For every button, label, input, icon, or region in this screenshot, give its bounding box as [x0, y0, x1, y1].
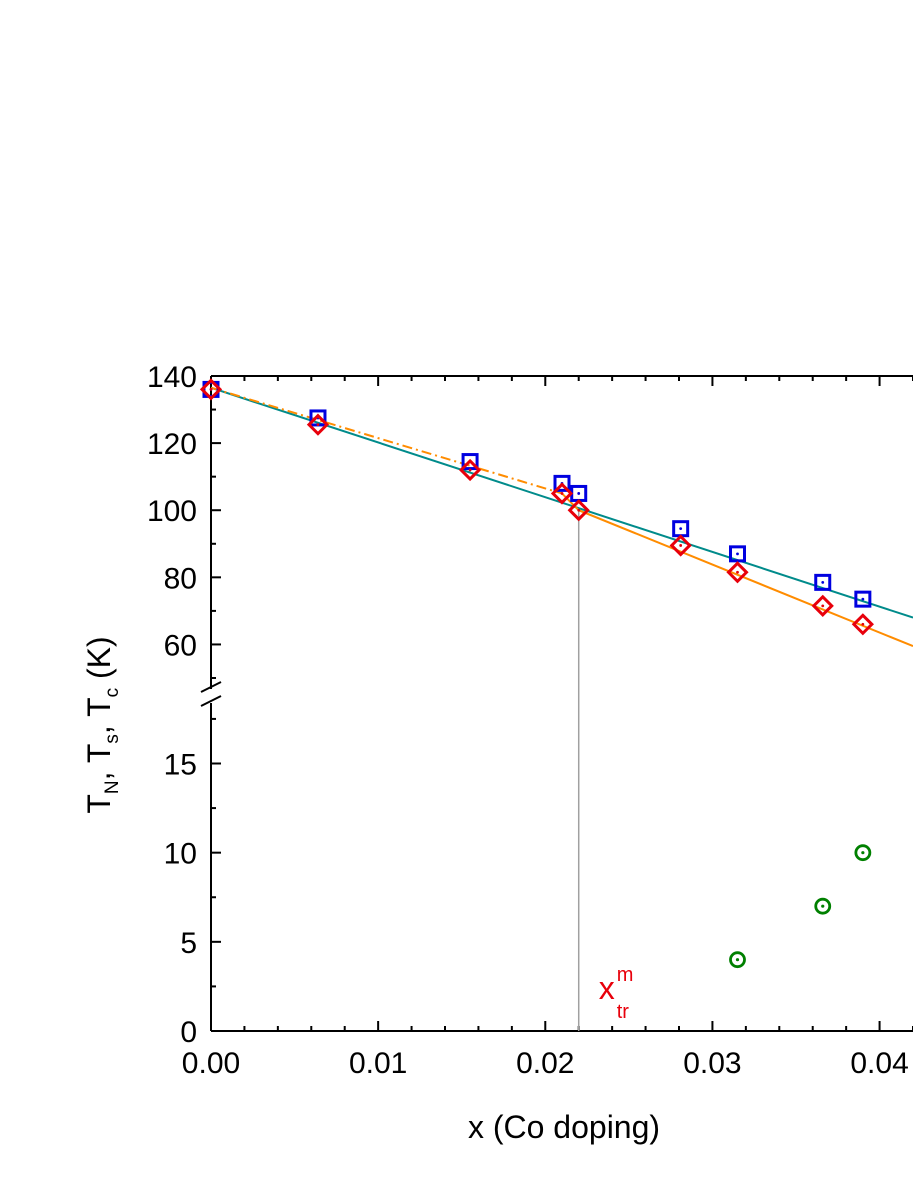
y-axis-title-subscript: s [102, 734, 123, 744]
annotation-subscript: tr [617, 1001, 630, 1023]
y-tick-label: 5 [180, 927, 197, 960]
square-data-point [553, 474, 571, 492]
square-data-point-center [861, 597, 865, 601]
y-tick-label: 100 [147, 495, 197, 528]
circle-data-point [854, 844, 872, 862]
x-axis-title: x (Co doping) [468, 1109, 660, 1145]
circle-data-point-center [735, 958, 740, 962]
circle-data-point-center [861, 851, 865, 855]
square-data-point [729, 545, 746, 563]
square-data-point [854, 590, 872, 608]
y-tick-label: 60 [164, 629, 197, 662]
y-axis-title-subscript: N [102, 780, 123, 794]
axis-break-mark [200, 681, 222, 693]
fit-line [211, 386, 563, 495]
circle-data-point-center [821, 904, 825, 908]
circle-data-point [814, 897, 832, 915]
diamond-data-point [567, 499, 590, 522]
diamond-data-point-center [679, 544, 683, 547]
fit-lines-group [211, 386, 913, 1031]
annotation-superscript: m [617, 964, 634, 986]
axis-break-mark [200, 695, 222, 707]
diamond-data-point [199, 378, 223, 401]
y-tick-label: 0 [180, 1016, 197, 1049]
diamond-data-point-center [861, 622, 865, 626]
fit-line [561, 492, 913, 648]
diamond-data-point [550, 482, 574, 505]
diamond-data-point [669, 534, 692, 557]
y-axis-title-part: T [81, 794, 117, 814]
diamond-data-point [811, 594, 834, 617]
diamond-data-point [306, 413, 330, 436]
y-axis-title-part: , T [81, 744, 117, 781]
x-tick-label: 0.04 [850, 1047, 908, 1080]
axes-group [200, 375, 913, 1032]
square-data-point-center [679, 527, 683, 531]
diamond-data-point [851, 613, 874, 636]
square-data-point-center [577, 492, 581, 495]
diamond-data-point-center [736, 570, 739, 574]
y-axis-title-subscript: c [102, 688, 123, 698]
x-tick-label: 0.02 [516, 1047, 574, 1080]
diamond-data-point-center [560, 492, 564, 495]
y-axis-title-part: (K) [81, 636, 117, 688]
square-data-point-center [821, 580, 825, 584]
circle-data-point [729, 951, 746, 969]
square-data-point [814, 573, 832, 591]
x-tick-label: 0.03 [683, 1047, 741, 1080]
diamond-data-point-center [821, 604, 825, 608]
diamond-data-point [726, 561, 749, 584]
square-data-point-center [736, 552, 739, 556]
labels-group: 0.00 0.01 0.02 0.03 0.04 60 80 100 120 140 0 5 10 15 x… [81, 361, 909, 1145]
annotation-main: x [599, 970, 615, 1006]
diamond-data-point-center [577, 508, 581, 512]
annotation-label: x [599, 970, 615, 1006]
y-tick-label: 80 [164, 562, 197, 595]
markers-group [199, 378, 874, 969]
y-tick-label: 10 [164, 838, 197, 871]
x-tick-label: 0.01 [349, 1047, 407, 1080]
y-tick-label: 140 [147, 361, 197, 394]
diamond-data-point-center [209, 388, 213, 391]
y-axis-title-part: , T [81, 697, 117, 734]
x-tick-label: 0.00 [182, 1047, 240, 1080]
diamond-data-point [458, 458, 482, 482]
y-tick-label: 15 [164, 749, 197, 782]
y-tick-label: 120 [147, 428, 197, 461]
diamond-data-point-center [468, 468, 472, 472]
diamond-data-point-center [316, 423, 320, 427]
y-axis-title: TN, Ts, Tc (K) [81, 636, 123, 813]
